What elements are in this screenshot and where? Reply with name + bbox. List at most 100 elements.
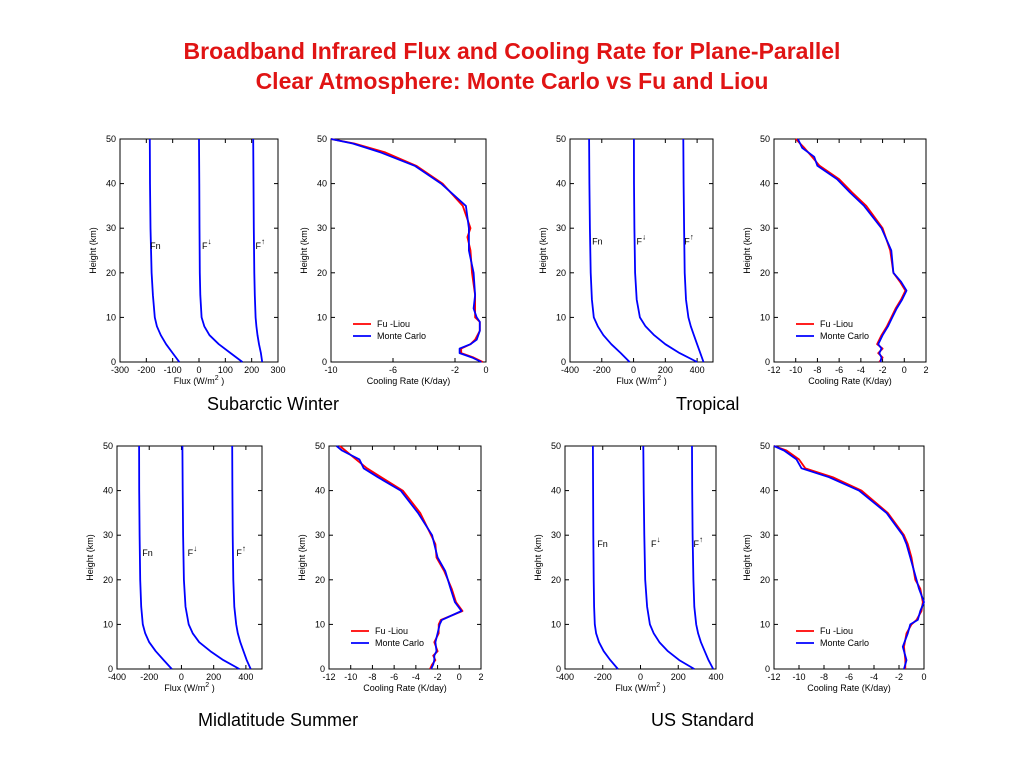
y-tick-label: 50 [106,134,116,144]
y-tick-label: 0 [108,664,113,674]
y-axis-label: Height (km) [299,227,309,274]
x-tick-label: -8 [820,672,828,682]
x-tick-label: 200 [206,672,221,682]
chart-title: Broadband Infrared Flux and Cooling Rate… [0,36,1024,96]
x-tick-label: -10 [324,365,337,375]
x-axis-label: Cooling Rate (K/day) [363,683,447,693]
series-fn [588,138,631,363]
caption-us-standard: US Standard [651,710,755,730]
series-label: Fn [142,548,153,558]
x-tick-label: -8 [813,365,821,375]
legend-label: Monte Carlo [820,638,869,648]
y-tick-label: 40 [315,486,325,496]
y-tick-label: 40 [551,486,561,496]
plot-frame [328,445,482,670]
panel-7: 0 10 20 30 40 50 -400 -200 0 200 400 Flux (W/m2 ) He… [533,441,724,693]
panel-8: 0 10 20 30 40 50 -12 -10 -8 -6 -4 -2 0 Cooling Rate (… [742,441,927,693]
legend-label: Fu -Liou [377,319,410,329]
legend-label: Fu -Liou [820,626,853,636]
y-tick-label: 50 [103,441,113,451]
x-tick-label: -200 [593,365,611,375]
x-axis-label: Flux (W/m2 ) [174,375,224,386]
series-label: F↑ [694,535,704,549]
x-tick-label: -6 [845,672,853,682]
x-tick-label: -200 [137,365,155,375]
x-tick-label: 200 [658,365,673,375]
y-tick-label: 50 [556,134,566,144]
y-tick-label: 50 [760,441,770,451]
y-tick-label: 40 [760,486,770,496]
x-tick-label: -10 [792,672,805,682]
x-tick-label: -2 [895,672,903,682]
series-f [231,445,252,670]
panel-1: 0 10 20 30 40 50 -300 -200 -100 0 100 200 300 Flux (W… [88,134,286,386]
y-tick-label: 10 [556,312,566,322]
y-axis-label: Height (km) [85,534,95,581]
series-f [252,138,264,363]
x-tick-label: -12 [322,672,335,682]
series-label: F↓ [188,544,198,558]
series-label: Fn [592,237,603,247]
x-tick-label: 200 [244,365,259,375]
y-tick-label: 20 [760,268,770,278]
x-axis-label: Cooling Rate (K/day) [807,683,891,693]
x-tick-label: -200 [594,672,612,682]
y-tick-label: 50 [760,134,770,144]
x-tick-label: 400 [690,365,705,375]
x-axis-label: Cooling Rate (K/day) [367,376,451,386]
panel-5: 0 10 20 30 40 50 -400 -200 0 200 400 Flux (W/m2 ) He… [85,441,263,693]
x-tick-label: -4 [870,672,878,682]
y-tick-label: 10 [760,312,770,322]
y-tick-label: 20 [760,575,770,585]
x-tick-label: 2 [478,672,483,682]
series-label: F↓ [651,535,661,549]
y-axis-label: Height (km) [538,227,548,274]
plot-frame [116,445,263,670]
y-tick-label: 0 [765,357,770,367]
x-tick-label: -6 [835,365,843,375]
y-axis-label: Height (km) [742,227,752,274]
x-tick-label: -6 [390,672,398,682]
series-monte-carlo [336,445,463,670]
legend-label: Monte Carlo [375,638,424,648]
x-tick-label: 0 [638,672,643,682]
y-tick-label: 30 [760,223,770,233]
y-tick-label: 30 [106,223,116,233]
series-monte-carlo [773,445,925,670]
title-line-2: Clear Atmosphere: Monte Carlo vs Fu and … [255,68,769,94]
x-tick-label: 0 [902,365,907,375]
y-tick-label: 10 [551,619,561,629]
y-tick-label: 40 [103,486,113,496]
y-tick-label: 10 [317,312,327,322]
x-tick-label: 0 [483,365,488,375]
y-tick-label: 10 [103,619,113,629]
x-tick-label: -6 [389,365,397,375]
series-label: F↓ [202,237,212,251]
series-label: F↓ [637,233,647,247]
x-tick-label: 400 [238,672,253,682]
title-line-1: Broadband Infrared Flux and Cooling Rate… [183,38,841,64]
x-tick-label: -2 [434,672,442,682]
x-tick-label: -10 [344,672,357,682]
x-tick-label: -4 [412,672,420,682]
legend-label: Fu -Liou [820,319,853,329]
x-tick-label: 0 [921,672,926,682]
series-label: Fn [150,241,161,251]
x-tick-label: -4 [857,365,865,375]
series-f [682,138,705,363]
caption-midlatitude-summer: Midlatitude Summer [198,710,359,730]
x-tick-label: 2 [923,365,928,375]
plot-frame [773,138,927,363]
x-tick-label: 200 [671,672,686,682]
panel-6: 0 10 20 30 40 50 -12 -10 -8 -6 -4 -2 0 2 Cooling Rate … [297,441,484,693]
y-tick-label: 0 [111,357,116,367]
x-tick-label: -8 [368,672,376,682]
y-tick-label: 20 [551,575,561,585]
x-axis-label: Cooling Rate (K/day) [808,376,892,386]
x-axis-label: Flux (W/m2 ) [164,682,214,693]
plot-frame [569,138,714,363]
series-f [198,138,243,363]
legend-label: Fu -Liou [375,626,408,636]
x-tick-label: 0 [457,672,462,682]
y-tick-label: 20 [106,268,116,278]
